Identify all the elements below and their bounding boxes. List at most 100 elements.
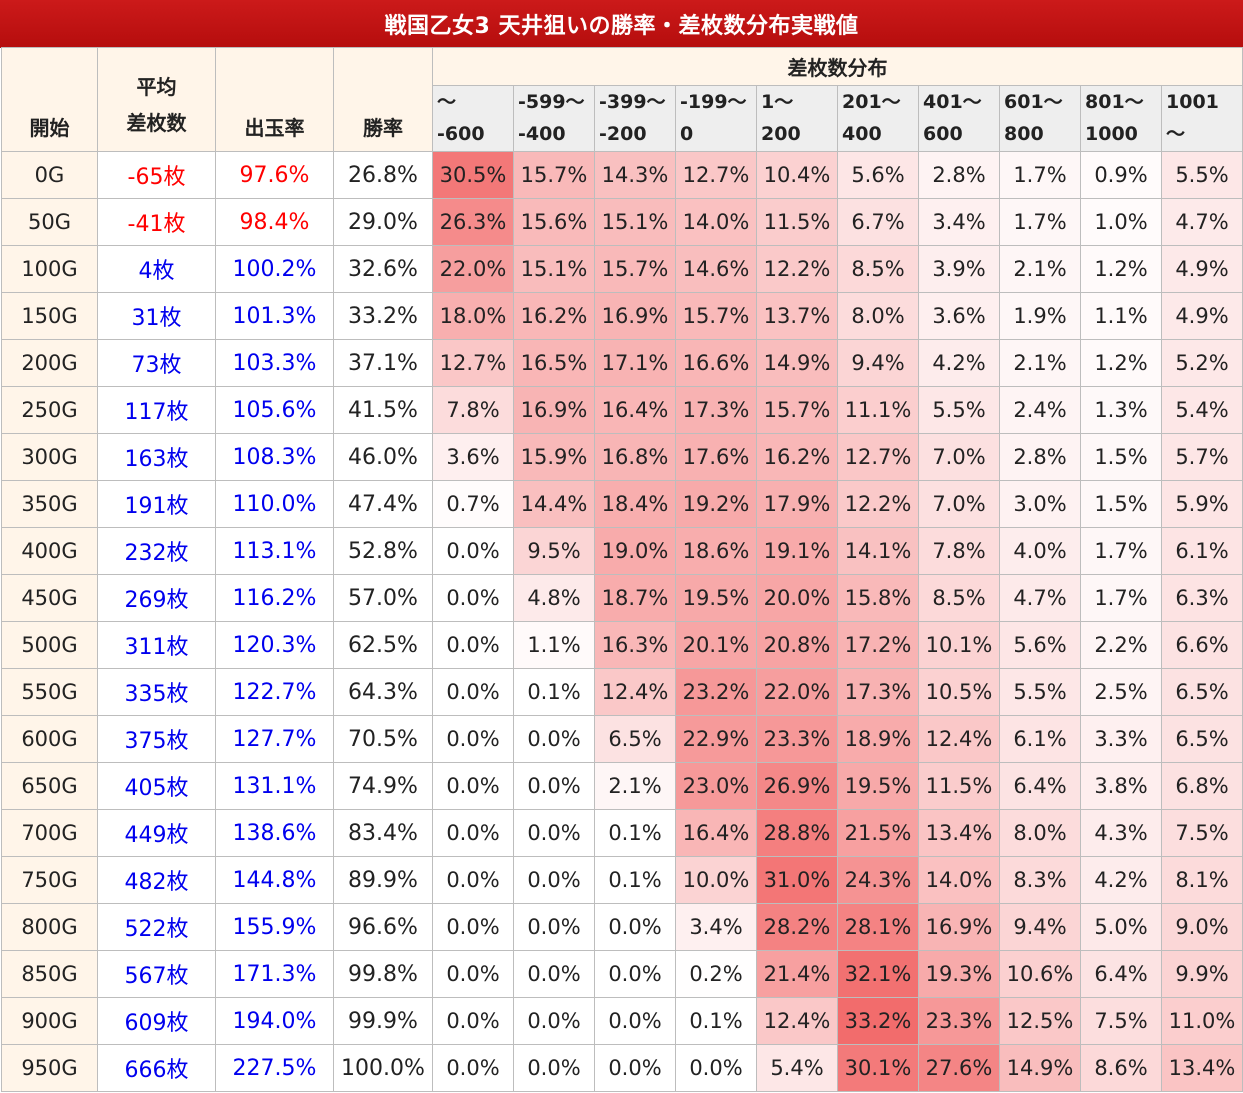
- dist-cell: 19.1%: [756, 527, 838, 575]
- dist-cell: 5.5%: [999, 668, 1081, 716]
- dist-cell: 13.4%: [918, 809, 1000, 857]
- dist-cell: 15.1%: [594, 198, 676, 246]
- dist-cell: 21.4%: [756, 950, 838, 998]
- bin-header-line1: 801～: [1085, 91, 1144, 113]
- dist-cell: 3.9%: [918, 245, 1000, 293]
- table-row: 550G 335枚 122.7% 64.3% 0.0% 0.1% 12.4% 23.2% 22.…: [1, 668, 1243, 716]
- dist-cell: 5.0%: [1080, 903, 1162, 951]
- dist-cell: 0.1%: [594, 809, 676, 857]
- dist-cell: 0.1%: [594, 856, 676, 904]
- dist-cell: 2.5%: [1080, 668, 1162, 716]
- dist-cell: 8.5%: [918, 574, 1000, 622]
- dist-cell: 0.0%: [432, 668, 514, 716]
- dist-cell: 14.9%: [756, 339, 838, 387]
- dist-cell: 7.0%: [918, 480, 1000, 528]
- win-rate-cell: 64.3%: [333, 668, 433, 716]
- dist-cell: 1.5%: [1080, 433, 1162, 481]
- avg-diff-cell: 269枚: [97, 574, 216, 622]
- dist-cell: 1.7%: [999, 198, 1081, 246]
- dist-cell: 15.9%: [513, 433, 595, 481]
- payout-cell: 100.2%: [215, 245, 334, 293]
- dist-cell: 6.7%: [837, 198, 919, 246]
- bin-header: 1～ 200: [756, 85, 838, 152]
- dist-cell: 9.5%: [513, 527, 595, 575]
- payout-cell: 98.4%: [215, 198, 334, 246]
- bin-header-line1: 401～: [923, 91, 982, 113]
- bin-header: 801～ 1000: [1080, 85, 1162, 152]
- bin-header: ～ -600: [432, 85, 514, 152]
- dist-cell: 6.5%: [1161, 668, 1243, 716]
- dist-cell: 6.8%: [1161, 762, 1243, 810]
- dist-cell: 16.4%: [675, 809, 757, 857]
- table-row: 700G 449枚 138.6% 83.4% 0.0% 0.0% 0.1% 16.4% 28.8…: [1, 809, 1243, 857]
- dist-cell: 5.4%: [1161, 386, 1243, 434]
- header-payout: 出玉率: [215, 47, 334, 152]
- dist-cell: 3.3%: [1080, 715, 1162, 763]
- dist-cell: 12.2%: [756, 245, 838, 293]
- dist-cell: 0.0%: [513, 1044, 595, 1092]
- bin-header-line2: -400: [518, 123, 566, 145]
- win-rate-cell: 26.8%: [333, 151, 433, 199]
- payout-cell: 103.3%: [215, 339, 334, 387]
- dist-cell: 22.0%: [756, 668, 838, 716]
- win-rate-cell: 62.5%: [333, 621, 433, 669]
- table-row: 750G 482枚 144.8% 89.9% 0.0% 0.0% 0.1% 10.0% 31.0…: [1, 856, 1243, 904]
- bin-header-line1: ～: [437, 91, 457, 113]
- dist-cell: 3.4%: [675, 903, 757, 951]
- dist-cell: 5.9%: [1161, 480, 1243, 528]
- dist-cell: 28.8%: [756, 809, 838, 857]
- dist-cell: 0.0%: [513, 762, 595, 810]
- dist-cell: 26.9%: [756, 762, 838, 810]
- start-cell: 700G: [1, 809, 98, 857]
- avg-diff-cell: 609枚: [97, 997, 216, 1045]
- dist-cell: 11.1%: [837, 386, 919, 434]
- dist-cell: 15.6%: [513, 198, 595, 246]
- avg-diff-cell: 232枚: [97, 527, 216, 575]
- header-start: 開始: [1, 47, 98, 152]
- dist-cell: 16.6%: [675, 339, 757, 387]
- start-cell: 650G: [1, 762, 98, 810]
- dist-cell: 5.6%: [837, 151, 919, 199]
- dist-cell: 4.3%: [1080, 809, 1162, 857]
- dist-cell: 14.1%: [837, 527, 919, 575]
- payout-cell: 194.0%: [215, 997, 334, 1045]
- dist-cell: 6.5%: [1161, 715, 1243, 763]
- avg-diff-cell: 482枚: [97, 856, 216, 904]
- dist-cell: 4.2%: [918, 339, 1000, 387]
- dist-cell: 28.1%: [837, 903, 919, 951]
- dist-cell: 14.3%: [594, 151, 676, 199]
- dist-cell: 2.1%: [999, 339, 1081, 387]
- table-row: 900G 609枚 194.0% 99.9% 0.0% 0.0% 0.0% 0.1% 12.4%…: [1, 997, 1243, 1045]
- stats-table: 開始 平均 差枚数 出玉率 勝率 差枚数分布 ～ -600 -599～ -400 -39…: [1, 47, 1243, 1092]
- header-distribution: 差枚数分布: [432, 47, 1243, 86]
- dist-cell: 15.7%: [594, 245, 676, 293]
- dist-cell: 0.0%: [513, 997, 595, 1045]
- start-cell: 50G: [1, 198, 98, 246]
- payout-cell: 131.1%: [215, 762, 334, 810]
- win-rate-cell: 57.0%: [333, 574, 433, 622]
- header-payout-label: 出玉率: [244, 116, 305, 140]
- dist-cell: 15.7%: [675, 292, 757, 340]
- dist-cell: 6.3%: [1161, 574, 1243, 622]
- dist-cell: 17.3%: [675, 386, 757, 434]
- bin-header: -599～ -400: [513, 85, 595, 152]
- dist-cell: 1.7%: [1080, 574, 1162, 622]
- start-cell: 550G: [1, 668, 98, 716]
- win-rate-cell: 47.4%: [333, 480, 433, 528]
- dist-cell: 5.7%: [1161, 433, 1243, 481]
- dist-cell: 5.5%: [918, 386, 1000, 434]
- dist-cell: 7.8%: [432, 386, 514, 434]
- dist-cell: 15.8%: [837, 574, 919, 622]
- win-rate-cell: 32.6%: [333, 245, 433, 293]
- dist-cell: 16.2%: [756, 433, 838, 481]
- dist-cell: 4.2%: [1080, 856, 1162, 904]
- dist-cell: 3.4%: [918, 198, 1000, 246]
- win-rate-cell: 37.1%: [333, 339, 433, 387]
- bin-header-line2: 200: [761, 123, 801, 145]
- avg-diff-cell: 311枚: [97, 621, 216, 669]
- avg-diff-cell: 375枚: [97, 715, 216, 763]
- dist-cell: 0.0%: [594, 903, 676, 951]
- dist-cell: 9.0%: [1161, 903, 1243, 951]
- start-cell: 600G: [1, 715, 98, 763]
- start-cell: 250G: [1, 386, 98, 434]
